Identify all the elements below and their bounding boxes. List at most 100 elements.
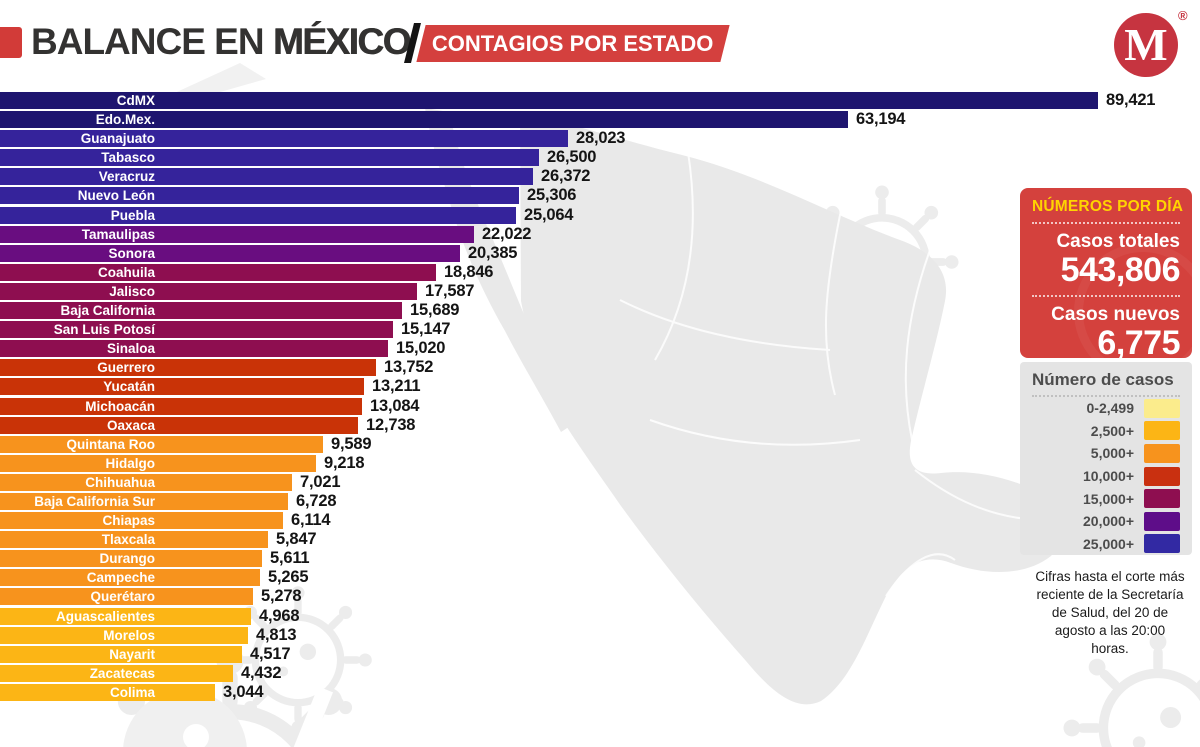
state-label: Aguascalientes (55, 608, 155, 624)
value-label: 18,846 (444, 262, 494, 281)
state-bar (0, 302, 402, 320)
footnote: Cifras hasta el corte más reciente de la… (1035, 569, 1185, 656)
state-bar (0, 492, 288, 510)
color-swatch (1144, 511, 1180, 531)
value-label: 13,752 (384, 358, 434, 377)
bar-row: 63,194 Edo.Mex. (0, 111, 1155, 129)
state-bar (0, 607, 251, 625)
legend: Número de casos 0-2,499 2,500+ 5,000+ (1020, 362, 1192, 555)
state-bar (0, 168, 533, 186)
state-label: Sonora (108, 245, 155, 261)
state-label: Nayarit (109, 646, 155, 662)
state-label: Chihuahua (85, 474, 155, 490)
bar-row: 6,114 Chiapas (0, 511, 1155, 530)
bar-row: 6,728 Baja California Sur (0, 491, 1155, 510)
bar-row: 15,147 San Luis Potosí (0, 321, 1155, 339)
virus-watermark-icon (123, 690, 247, 747)
value-label: 6,728 (296, 491, 337, 510)
state-label: Coahuila (97, 264, 155, 280)
bar-row: 22,022 Tamaulipas (0, 225, 1155, 243)
color-swatch (1144, 466, 1180, 486)
state-label: Tamaulipas (81, 226, 155, 242)
registered-mark-icon: ® (1178, 8, 1188, 23)
value-label: 9,589 (331, 434, 372, 453)
state-label: Guanajuato (80, 131, 155, 147)
value-label: 5,847 (276, 530, 317, 549)
bar-row: 15,689 Baja California (0, 301, 1155, 320)
state-label: Oaxaca (106, 417, 155, 433)
bar-row: 26,372 Veracruz (0, 167, 1155, 186)
subtitle-banner-text: CONTAGIOS POR ESTADO (432, 30, 714, 56)
value-label: 5,278 (261, 587, 302, 606)
legend-item: 2,500+ (1032, 420, 1180, 443)
bar-row: 25,306 Nuevo León (0, 187, 1155, 205)
state-label: Chiapas (102, 513, 155, 529)
color-swatch (1144, 421, 1180, 441)
state-label: Campeche (86, 570, 155, 586)
value-label: 5,611 (270, 549, 310, 568)
bar-row: 20,385 Sonora (0, 243, 1155, 262)
state-bar (0, 149, 539, 167)
value-label: 15,689 (410, 301, 460, 320)
legend-range-label: 25,000+ (1083, 535, 1134, 552)
legend-range-label: 5,000+ (1090, 445, 1134, 462)
bar-row: 89,421 CdMX (0, 92, 1155, 109)
state-bar (0, 130, 568, 148)
value-label: 5,265 (268, 568, 309, 587)
value-label: 25,064 (524, 205, 574, 224)
state-label: CdMX (116, 93, 155, 108)
state-label: Sinaloa (106, 341, 155, 357)
bar-row: 5,611 Durango (0, 549, 1155, 568)
state-label: Edo.Mex. (95, 112, 155, 128)
state-bar (0, 111, 848, 129)
state-label: Jalisco (109, 283, 155, 299)
value-label: 20,385 (468, 243, 518, 262)
bar-row: 4,517 Nayarit (0, 645, 1155, 663)
color-swatch (1144, 489, 1180, 509)
value-label: 9,218 (324, 453, 365, 472)
page-title: BALANCE EN MÉXICO (31, 22, 411, 62)
bar-row: 13,084 Michoacán (0, 397, 1155, 415)
value-label: 13,211 (372, 377, 421, 396)
state-bar (0, 531, 268, 549)
state-label: Puebla (110, 207, 155, 223)
legend-item: 10,000+ (1032, 465, 1180, 488)
bar-row: 17,587 Jalisco (0, 281, 1155, 300)
bar-row: 5,847 Tlaxcala (0, 530, 1155, 549)
state-bar (0, 244, 460, 262)
state-label: San Luis Potosí (53, 322, 155, 338)
virus-watermark-icon (1074, 243, 1192, 358)
stats-panel-title: NÚMEROS POR DÍA (1032, 198, 1184, 215)
bar-row: 3,044 Colima (0, 682, 1155, 701)
state-bar (0, 282, 417, 300)
state-label: Baja California Sur (34, 493, 155, 509)
state-bar (0, 569, 260, 587)
state-label: Nuevo León (77, 188, 155, 204)
state-bar (0, 340, 388, 358)
state-bar (0, 263, 436, 281)
state-bar (0, 359, 376, 377)
value-label: 6,114 (291, 511, 331, 530)
state-bar (0, 225, 474, 243)
arrow-watermark-icon (168, 63, 266, 100)
state-label: Durango (99, 551, 156, 567)
bar-row: 7,021 Chihuahua (0, 472, 1155, 491)
value-label: 17,587 (425, 281, 475, 300)
state-bar (0, 683, 215, 701)
state-label: Guerrero (97, 360, 155, 376)
color-swatch (1144, 398, 1180, 418)
stats-panel: NÚMEROS POR DÍA Casos totales 543,806 Ca… (1020, 188, 1192, 358)
state-bar (0, 512, 283, 530)
value-label: 26,372 (541, 167, 591, 186)
bar-row: 15,020 Sinaloa (0, 339, 1155, 358)
dotted-divider (1032, 222, 1180, 224)
value-label: 7,021 (300, 472, 341, 491)
bar-row: 9,589 Quintana Roo (0, 434, 1155, 453)
legend-item: 25,000+ (1032, 533, 1180, 556)
value-label: 4,432 (241, 663, 282, 682)
state-bar (0, 473, 292, 491)
state-bar (0, 626, 248, 644)
bar-row: 13,752 Guerrero (0, 358, 1155, 377)
value-label: 3,044 (223, 682, 264, 701)
value-label: 15,020 (396, 339, 446, 358)
